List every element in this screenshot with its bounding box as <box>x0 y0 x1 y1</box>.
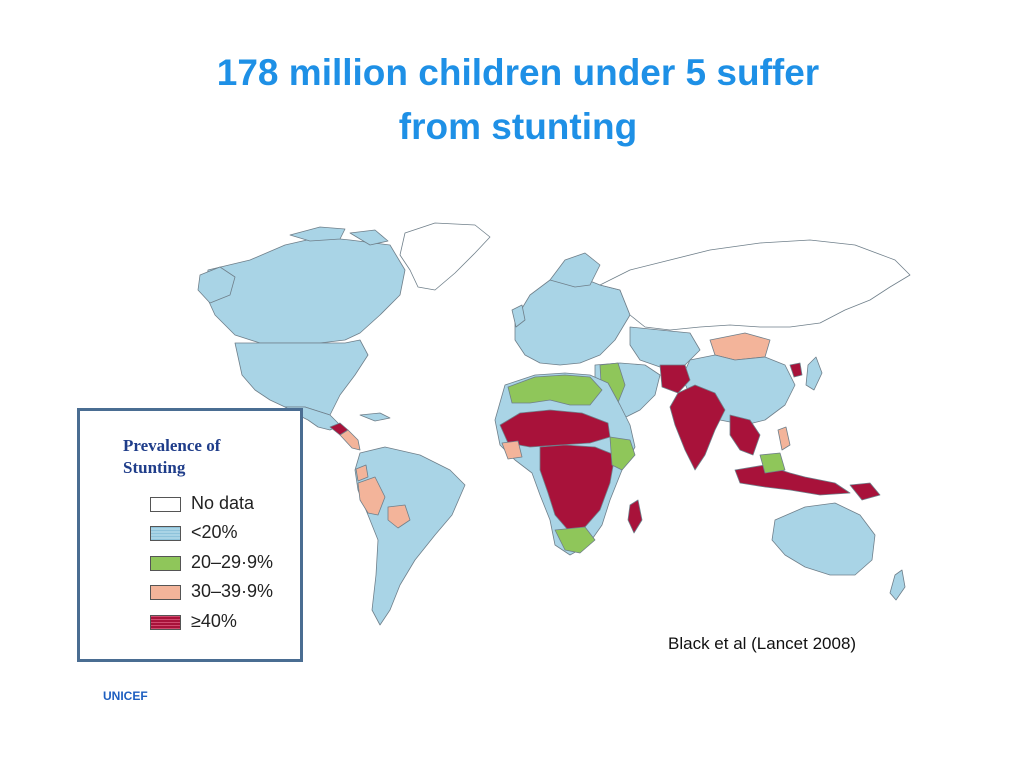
region-borneo <box>759 452 786 474</box>
legend-swatch <box>150 526 181 541</box>
region-ecuador <box>355 464 369 482</box>
region-arctic-islands <box>289 226 389 246</box>
legend-label: 30–39·9% <box>191 581 274 601</box>
region-australia <box>771 502 876 576</box>
region-indonesia <box>734 464 851 496</box>
region-afghanistan <box>659 364 691 394</box>
region-united-states <box>234 339 369 416</box>
legend-label: No data <box>191 493 255 513</box>
region-north-korea <box>789 362 803 378</box>
title-line-2: from stunting <box>398 106 638 147</box>
legend-label: <20% <box>191 522 238 542</box>
region-russia <box>599 239 911 331</box>
region-east-africa <box>609 436 636 471</box>
region-central-africa <box>539 444 616 531</box>
region-papua <box>849 482 881 501</box>
legend-item-30-39: 30–39·9% <box>150 581 300 605</box>
region-southern-africa <box>554 526 596 554</box>
citation: Black et al (Lancet 2008) <box>668 634 857 653</box>
region-india <box>669 384 726 471</box>
region-japan <box>805 356 823 391</box>
legend-title-line-1: Prevalence of <box>123 436 221 455</box>
region-madagascar <box>627 499 643 534</box>
region-peru <box>357 476 386 516</box>
legend-item-20-29: 20–29·9% <box>150 552 300 576</box>
legend-swatch <box>150 556 181 571</box>
legend-title-line-2: Stunting <box>123 458 186 477</box>
region-caribbean <box>359 412 391 422</box>
region-new-zealand <box>889 569 906 601</box>
region-central-america <box>339 429 361 451</box>
legend-swatch <box>150 615 181 630</box>
region-southeast-asia <box>729 414 761 456</box>
footer-credit: UNICEF <box>103 689 148 703</box>
region-south-america <box>354 446 466 626</box>
slide-title: 178 million children under 5 suffer from… <box>100 46 936 154</box>
legend-label: 20–29·9% <box>191 552 274 572</box>
region-scandinavia <box>549 252 601 288</box>
legend-item-under-20: <20% <box>150 522 300 546</box>
region-uk <box>511 304 526 328</box>
region-canada <box>204 236 406 344</box>
legend-swatch <box>150 585 181 600</box>
legend-swatch <box>150 497 181 512</box>
region-bolivia <box>387 504 411 529</box>
legend-label: ≥40% <box>191 611 237 631</box>
title-line-1: 178 million children under 5 suffer <box>216 52 820 93</box>
region-greenland <box>399 222 491 291</box>
legend-title: Prevalence of Stunting <box>123 435 293 479</box>
region-west-africa <box>501 440 523 460</box>
world-map <box>197 222 911 626</box>
region-philippines <box>777 426 791 451</box>
legend: Prevalence of Stunting No data <20% 20–2… <box>77 408 303 662</box>
region-alaska <box>197 266 236 304</box>
region-north-africa <box>507 374 603 406</box>
legend-item-no-data: No data <box>150 493 300 517</box>
legend-item-40-plus: ≥40% <box>150 611 300 635</box>
